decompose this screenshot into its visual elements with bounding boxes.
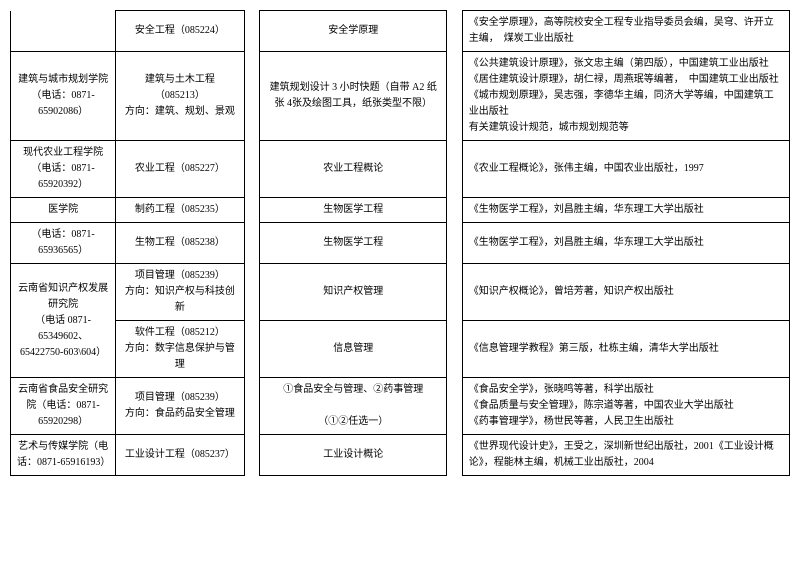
cell-institute — [11, 11, 116, 52]
cell-program: 生物工程（085238） — [116, 223, 245, 264]
cell-institute: 云南省知识产权发展研究院（电话 0871-65349602、65422750-6… — [11, 264, 116, 378]
cell-program: 工业设计工程（085237） — [116, 435, 245, 476]
cell-program: 建筑与土木工程（085213）方向：建筑、规划、景观 — [116, 52, 245, 141]
cell-reference: 《农业工程概论》，张伟主编，中国农业出版社，1997 — [462, 141, 789, 198]
cell-reference: 《生物医学工程》，刘昌胜主编，华东理工大学出版社 — [462, 198, 789, 223]
table-row: 云南省知识产权发展研究院（电话 0871-65349602、65422750-6… — [11, 264, 790, 321]
cell-reference: 《公共建筑设计原理》，张文忠主编（第四版），中国建筑工业出版社《居住建筑设计原理… — [462, 52, 789, 141]
cell-exam: 工业设计概论 — [260, 435, 447, 476]
cell-exam: 农业工程概论 — [260, 141, 447, 198]
cell-institute: 医学院 — [11, 198, 116, 223]
cell-reference: 《知识产权概论》，曾培芳著，知识产权出版社 — [462, 264, 789, 321]
cell-reference: 《食品安全学》，张晓鸣等著，科学出版社《食品质量与安全管理》，陈宗道等著，中国农… — [462, 378, 789, 435]
cell-institute: 云南省食品安全研究院（电话：0871-65920298） — [11, 378, 116, 435]
cell-institute: 建筑与城市规划学院（电话：0871-65902086） — [11, 52, 116, 141]
cell-program: 软件工程（085212）方向：数字信息保护与管理 — [116, 321, 245, 378]
cell-program: 项目管理（085239）方向：知识产权与科技创新 — [116, 264, 245, 321]
cell-institute: 现代农业工程学院（电话：0871-65920392） — [11, 141, 116, 198]
table-row: 艺术与传媒学院（电话：0871-65916193）工业设计工程（085237） 工… — [11, 435, 790, 476]
table-row: 云南省食品安全研究院（电话：0871-65920298）项目管理（085239）… — [11, 378, 790, 435]
cell-exam: 信息管理 — [260, 321, 447, 378]
cell-reference: 《信息管理学教程》第三版，杜栋主编，清华大学出版社 — [462, 321, 789, 378]
cell-institute: 艺术与传媒学院（电话：0871-65916193） — [11, 435, 116, 476]
cell-exam: 建筑规划设计 3 小时快题（自带 A2 纸张 4张及绘图工具，纸张类型不限） — [260, 52, 447, 141]
cell-program: 农业工程（085227） — [116, 141, 245, 198]
cell-program: 安全工程（085224） — [116, 11, 245, 52]
cell-exam: 生物医学工程 — [260, 198, 447, 223]
cell-program: 制药工程（085235） — [116, 198, 245, 223]
table-body: 安全工程（085224） 安全学原理《安全学原理》，高等院校安全工程专业指导委员会… — [11, 11, 790, 476]
table-row: （电话：0871-65936565）生物工程（085238） 生物医学工程《生物医… — [11, 223, 790, 264]
cell-exam: ①食品安全与管理、②药事管理（①②任选一） — [260, 378, 447, 435]
cell-reference: 《安全学原理》，高等院校安全工程专业指导委员会编，吴穹、许开立主编， 煤炭工业出… — [462, 11, 789, 52]
cell-reference: 《生物医学工程》，刘昌胜主编，华东理工大学出版社 — [462, 223, 789, 264]
cell-institute: （电话：0871-65936565） — [11, 223, 116, 264]
cell-exam: 安全学原理 — [260, 11, 447, 52]
cell-exam: 生物医学工程 — [260, 223, 447, 264]
spacer-col — [244, 11, 260, 476]
data-table: 安全工程（085224） 安全学原理《安全学原理》，高等院校安全工程专业指导委员会… — [10, 10, 790, 476]
table-row: 安全工程（085224） 安全学原理《安全学原理》，高等院校安全工程专业指导委员会… — [11, 11, 790, 52]
table-row: 现代农业工程学院（电话：0871-65920392）农业工程（085227） 农业… — [11, 141, 790, 198]
cell-program: 项目管理（085239）方向：食品药品安全管理 — [116, 378, 245, 435]
cell-exam: 知识产权管理 — [260, 264, 447, 321]
table-row: 建筑与城市规划学院（电话：0871-65902086）建筑与土木工程（08521… — [11, 52, 790, 141]
table-row: 医学院制药工程（085235） 生物医学工程《生物医学工程》，刘昌胜主编，华东理工… — [11, 198, 790, 223]
table-row: 软件工程（085212）方向：数字信息保护与管理信息管理《信息管理学教程》第三版… — [11, 321, 790, 378]
spacer-col — [447, 11, 463, 476]
cell-reference: 《世界现代设计史》，王受之，深圳新世纪出版社，2001《工业设计概论》，程能林主… — [462, 435, 789, 476]
